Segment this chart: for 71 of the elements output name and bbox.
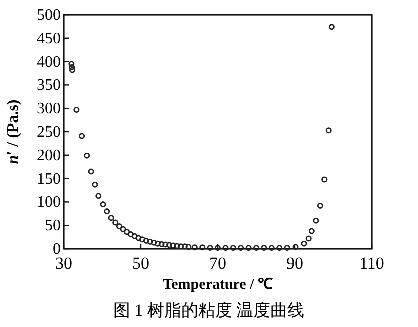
- y-tick-label: 450: [37, 30, 61, 48]
- point: [74, 107, 80, 114]
- point: [268, 245, 275, 252]
- point: [276, 245, 283, 252]
- point: [317, 202, 324, 209]
- point: [246, 245, 252, 252]
- y-tick-label: 350: [37, 77, 61, 94]
- point: [154, 240, 161, 247]
- point: [215, 245, 221, 252]
- point: [112, 220, 119, 226]
- point: [104, 208, 110, 215]
- y-tick-label: 200: [37, 147, 61, 164]
- point: [166, 242, 172, 248]
- point: [96, 193, 102, 200]
- point: [79, 133, 86, 140]
- point: [69, 64, 76, 70]
- y-tick-label: 100: [37, 194, 61, 212]
- y-axis-title: n′ / (Pa.s): [5, 100, 22, 164]
- point: [261, 245, 268, 252]
- point: [292, 244, 299, 250]
- point: [182, 244, 188, 250]
- point: [92, 182, 98, 188]
- point: [178, 244, 184, 250]
- point: [147, 238, 154, 245]
- point: [140, 236, 146, 243]
- point: [136, 235, 142, 242]
- x-axis-title: Temperature / ℃: [163, 277, 273, 293]
- point: [284, 245, 290, 252]
- point: [328, 24, 335, 30]
- point: [120, 226, 126, 232]
- point: [222, 245, 229, 252]
- point: [174, 243, 180, 250]
- point: [200, 244, 206, 251]
- point: [170, 242, 176, 249]
- point: [238, 245, 244, 252]
- point: [88, 168, 94, 175]
- point: [326, 128, 332, 134]
- point: [322, 176, 328, 183]
- point: [143, 238, 150, 244]
- x-tick-label: 50: [132, 254, 150, 273]
- point: [116, 224, 122, 230]
- x-tick-label: 70: [210, 254, 226, 273]
- point: [108, 215, 114, 222]
- point: [306, 236, 312, 242]
- point: [308, 228, 315, 234]
- point: [313, 218, 320, 224]
- point: [301, 240, 308, 247]
- point: [132, 233, 138, 240]
- point: [230, 245, 236, 252]
- y-tick-label: 500: [37, 7, 61, 24]
- point: [207, 245, 214, 252]
- point: [128, 231, 134, 238]
- y-tick-label: 400: [37, 54, 61, 71]
- point: [68, 61, 75, 68]
- x-tick-label: 90: [286, 254, 304, 273]
- point: [254, 245, 260, 252]
- point: [158, 241, 165, 248]
- point: [151, 240, 158, 246]
- point: [84, 152, 90, 159]
- point: [186, 244, 192, 250]
- point: [162, 242, 169, 248]
- point: [69, 67, 76, 74]
- y-tick-label: 50: [45, 218, 61, 235]
- point: [192, 244, 198, 251]
- x-tick-label: 110: [360, 254, 384, 273]
- y-tick-label: 150: [37, 170, 61, 188]
- y-tick-label: 300: [37, 100, 61, 118]
- y-tick-label: 250: [37, 124, 61, 141]
- caption: 图 1 树脂的粘度 温度曲线: [113, 301, 305, 320]
- point: [124, 229, 130, 236]
- point: [100, 202, 106, 208]
